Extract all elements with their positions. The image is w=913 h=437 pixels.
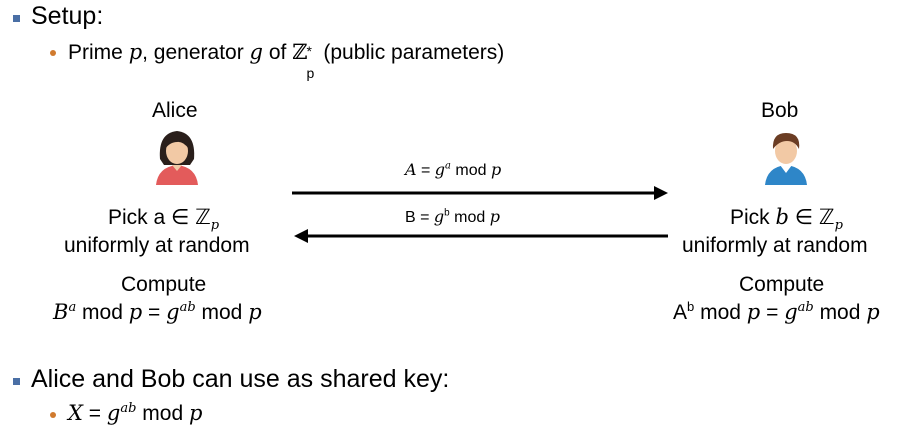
shared-g-exp: ab	[120, 401, 137, 416]
alice-g: g	[166, 300, 180, 324]
alice-avatar-icon	[156, 131, 198, 185]
bob-b: b	[775, 205, 789, 229]
setup-public-text: (public parameters)	[317, 41, 505, 64]
alice-formula: Ba mod p = gab mod p	[53, 298, 262, 327]
shared-heading: Alice and Bob can use as shared key:	[31, 365, 449, 394]
bob-p2: p	[866, 300, 880, 324]
bullet-level2	[50, 412, 56, 418]
bob-g: g	[784, 300, 798, 324]
msg2-B: B	[405, 209, 416, 226]
msg1-g: g	[434, 160, 446, 179]
alice-p2: p	[248, 300, 262, 324]
bob-A-exp: b	[687, 299, 695, 314]
bob-pick-rest: ∈ ℤ	[788, 206, 835, 229]
bob-A: A	[673, 301, 688, 324]
bob-pick-text: Pick	[730, 206, 776, 229]
arrow-to-alice	[294, 229, 668, 243]
msg1-exp: a	[445, 160, 451, 172]
setup-of-text: of	[263, 41, 293, 64]
setup-generator-text: , generator	[142, 41, 250, 64]
alice-uniform: uniformly at random	[64, 234, 250, 257]
alice-eq: =	[142, 301, 167, 324]
bob-eq: =	[760, 301, 785, 324]
msg1-A: A	[405, 160, 417, 179]
setup-prime-text: Prime	[68, 41, 129, 64]
bob-p1: p	[746, 300, 761, 324]
message-to-bob: A = ga mod p	[405, 160, 501, 180]
shared-X: X	[68, 401, 83, 425]
alice-pick-text: Pick a ∈ ℤ	[108, 206, 211, 229]
msg2-g: g	[433, 207, 445, 226]
msg2-mod: mod	[449, 209, 490, 226]
shared-key-formula: X = gab mod p	[68, 401, 202, 426]
alice-pick-sub: p	[210, 218, 220, 234]
msg1-p: p	[490, 160, 502, 179]
shared-eq: =	[82, 402, 107, 425]
var-g: g	[249, 40, 263, 64]
alice-mod2: mod	[195, 301, 249, 324]
alice-B-exp: a	[68, 300, 77, 315]
msg1-eq: =	[416, 162, 435, 179]
alice-mod1: mod	[76, 301, 129, 324]
alice-p1: p	[128, 300, 143, 324]
group-sub-p: p	[306, 65, 315, 81]
bob-name: Bob	[761, 99, 799, 122]
bullet-level2	[50, 50, 56, 56]
bob-mod2: mod	[813, 301, 867, 324]
alice-B: B	[53, 300, 69, 324]
msg1-mod: mod	[450, 162, 491, 179]
setup-parameters: Prime p, generator g of ℤ * p (public para…	[68, 40, 505, 81]
shared-g: g	[106, 401, 121, 425]
alice-g-exp: ab	[179, 300, 196, 315]
setup-heading: Setup:	[31, 2, 103, 31]
bullet-level1	[13, 378, 20, 385]
shared-p: p	[188, 401, 203, 425]
alice-name: Alice	[152, 99, 198, 122]
msg2-eq: =	[415, 209, 434, 226]
msg2-exp: b	[444, 207, 450, 219]
msg2-p: p	[489, 207, 500, 226]
shared-heading-text: Alice and Bob can use as shared key:	[31, 365, 450, 393]
bob-g-exp: ab	[797, 300, 814, 315]
setup-heading-text: Setup:	[31, 2, 104, 30]
bullet-level1	[13, 15, 20, 22]
bob-avatar-icon	[765, 133, 807, 185]
bob-pick: Pick b ∈ ℤp	[730, 203, 843, 232]
group-Z: ℤ	[292, 40, 308, 64]
bob-mod1: mod	[694, 301, 747, 324]
bob-uniform: uniformly at random	[682, 234, 868, 257]
bob-pick-sub: p	[834, 218, 843, 234]
group-star: *	[306, 43, 312, 59]
message-to-alice: B = gb mod p	[405, 207, 500, 227]
alice-pick: Pick a ∈ ℤp	[108, 203, 219, 232]
bob-formula: Ab mod p = gab mod p	[673, 298, 880, 327]
bob-compute: Compute	[739, 273, 825, 296]
var-p: p	[128, 40, 143, 64]
alice-compute: Compute	[121, 273, 207, 296]
shared-mod: mod	[136, 402, 189, 425]
arrow-to-bob	[292, 186, 668, 200]
